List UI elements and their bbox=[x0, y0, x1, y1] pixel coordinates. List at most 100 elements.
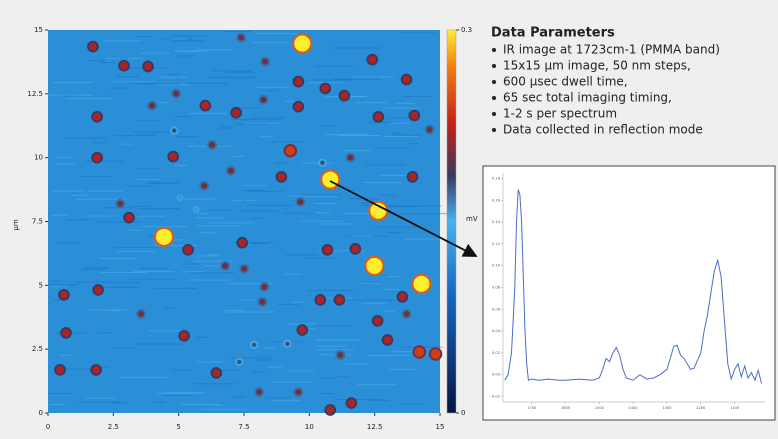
noise-streak bbox=[393, 134, 422, 136]
dot bbox=[401, 308, 412, 319]
dot bbox=[364, 255, 385, 276]
y-tick-label: 0.12 bbox=[492, 242, 500, 246]
dot bbox=[136, 308, 147, 319]
noise-streak bbox=[170, 35, 209, 37]
dot bbox=[412, 345, 427, 359]
noise-streak bbox=[52, 190, 86, 192]
image-background bbox=[48, 30, 440, 413]
noise-streak bbox=[313, 325, 351, 327]
noise-streak bbox=[231, 119, 281, 121]
noise-streak bbox=[241, 299, 255, 301]
dot bbox=[349, 242, 362, 255]
noise-streak bbox=[135, 343, 184, 345]
noise-streak bbox=[49, 285, 68, 287]
dot bbox=[319, 82, 332, 95]
y-axis-label: µm bbox=[12, 219, 20, 230]
noise-streak bbox=[197, 361, 223, 363]
noise-streak bbox=[130, 205, 150, 207]
x-tick-label: 2.5 bbox=[108, 423, 119, 431]
panel-item: 15x15 µm image, 50 nm steps, bbox=[503, 59, 691, 73]
dot bbox=[147, 100, 158, 111]
dot bbox=[236, 32, 247, 43]
noise-streak bbox=[75, 281, 106, 283]
noise-streak bbox=[64, 137, 106, 139]
noise-streak bbox=[188, 279, 229, 281]
noise-streak bbox=[243, 189, 264, 191]
dot bbox=[283, 144, 298, 158]
dot bbox=[424, 124, 435, 135]
noise-streak bbox=[240, 210, 278, 212]
noise-streak bbox=[186, 82, 228, 84]
noise-streak bbox=[289, 195, 338, 197]
y-tick-label: 0.18 bbox=[492, 176, 501, 180]
noise-streak bbox=[233, 242, 275, 244]
noise-streak bbox=[99, 257, 137, 259]
dot bbox=[176, 194, 184, 202]
noise-streak bbox=[154, 287, 197, 289]
dot bbox=[335, 350, 346, 361]
dot bbox=[171, 88, 182, 99]
noise-streak bbox=[127, 58, 144, 60]
dot bbox=[345, 397, 358, 409]
noise-streak bbox=[221, 125, 235, 127]
panel-item: 65 sec total imaging timing, bbox=[503, 91, 672, 105]
noise-streak bbox=[373, 226, 423, 228]
y-tick-label: 0.02 bbox=[492, 351, 500, 355]
noise-streak bbox=[137, 178, 161, 180]
dot bbox=[381, 334, 394, 346]
noise-streak bbox=[159, 76, 188, 78]
noise-streak bbox=[171, 40, 206, 42]
noise-streak bbox=[136, 36, 152, 38]
noise-streak bbox=[257, 86, 289, 88]
dot bbox=[406, 170, 419, 183]
noise-streak bbox=[154, 244, 197, 246]
noise-streak bbox=[253, 359, 275, 361]
noise-streak bbox=[270, 381, 313, 383]
noise-streak bbox=[85, 215, 115, 217]
noise-streak bbox=[94, 366, 109, 368]
noise-streak bbox=[174, 164, 188, 166]
noise-streak bbox=[366, 121, 396, 123]
noise-streak bbox=[356, 102, 388, 104]
spectrum-line bbox=[504, 189, 763, 384]
noise-streak bbox=[176, 55, 196, 57]
dot bbox=[169, 126, 179, 135]
noise-streak bbox=[96, 221, 142, 223]
noise-streak bbox=[80, 175, 112, 177]
dot bbox=[58, 288, 70, 301]
y-tick-label: 15 bbox=[34, 26, 43, 34]
noise-streak bbox=[382, 288, 400, 290]
noise-streak bbox=[318, 250, 365, 252]
noise-streak bbox=[336, 376, 350, 378]
dot bbox=[192, 206, 200, 214]
noise-streak bbox=[252, 242, 268, 244]
noise-streak bbox=[166, 239, 184, 241]
noise-streak bbox=[215, 369, 241, 371]
noise-streak bbox=[89, 190, 123, 192]
noise-streak bbox=[380, 174, 421, 176]
noise-streak bbox=[404, 238, 440, 240]
dot bbox=[254, 387, 265, 398]
noise-streak bbox=[247, 204, 294, 206]
noise-streak bbox=[113, 81, 155, 83]
y-tick-label: 0.04 bbox=[492, 329, 501, 333]
dot bbox=[320, 169, 341, 190]
colorbar-tick-label: 0.3 bbox=[461, 26, 472, 34]
dot bbox=[210, 367, 223, 379]
noise-streak bbox=[203, 265, 232, 267]
bullet bbox=[492, 64, 496, 68]
noise-streak bbox=[285, 254, 316, 256]
noise-streak bbox=[164, 394, 193, 396]
noise-streak bbox=[369, 399, 389, 401]
x-tick-label: 1100 bbox=[730, 406, 740, 410]
x-tick-label: 7.5 bbox=[238, 423, 249, 431]
colorbar-label: mV bbox=[466, 215, 478, 223]
noise-streak bbox=[394, 102, 415, 104]
noise-streak bbox=[166, 392, 205, 394]
noise-streak bbox=[314, 339, 361, 341]
noise-streak bbox=[391, 351, 418, 353]
noise-streak bbox=[195, 255, 218, 257]
noise-streak bbox=[362, 182, 402, 184]
noise-streak bbox=[323, 134, 369, 136]
